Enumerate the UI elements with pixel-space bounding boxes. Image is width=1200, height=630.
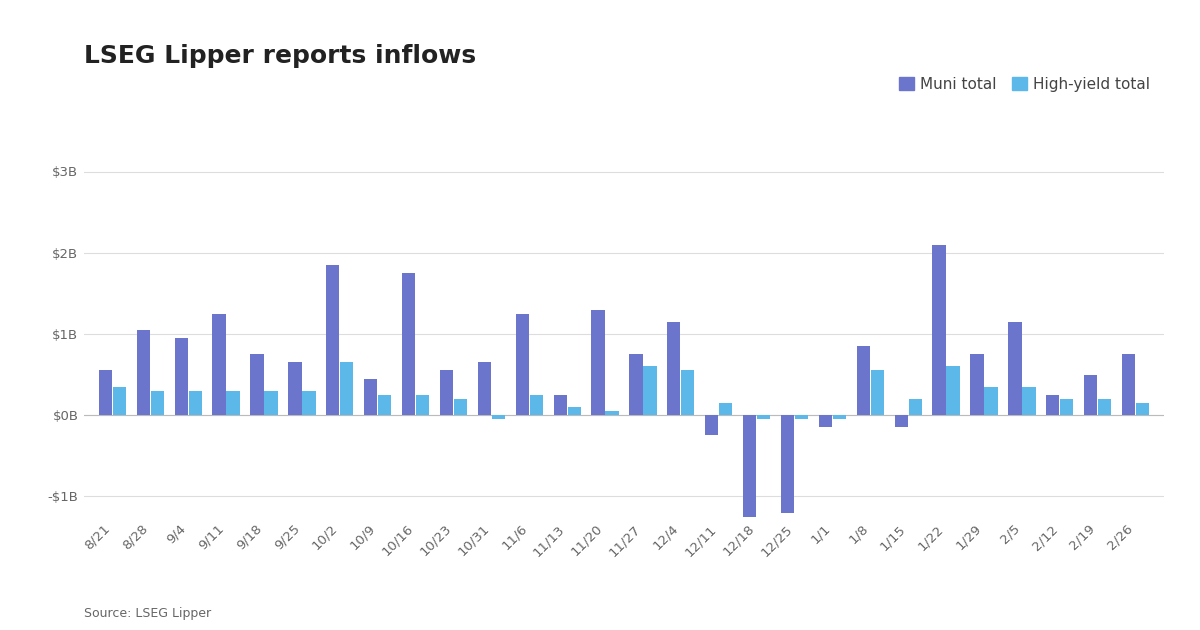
Bar <box>757 415 770 419</box>
Bar <box>1022 387 1036 415</box>
Bar <box>1084 374 1097 415</box>
Bar <box>288 362 301 415</box>
Bar <box>706 415 719 435</box>
Text: Source: LSEG Lipper: Source: LSEG Lipper <box>84 607 211 621</box>
Bar <box>818 415 832 427</box>
Bar <box>402 273 415 415</box>
Bar <box>682 370 695 415</box>
Bar <box>794 415 808 419</box>
Bar <box>326 265 340 415</box>
Bar <box>264 391 277 415</box>
Bar <box>667 322 680 415</box>
Bar <box>378 395 391 415</box>
Bar <box>719 403 732 415</box>
Bar <box>1098 399 1111 415</box>
Bar <box>629 354 642 415</box>
Bar <box>1136 403 1150 415</box>
Bar <box>1122 354 1135 415</box>
Bar <box>212 314 226 415</box>
Bar <box>871 370 884 415</box>
Bar <box>364 379 377 415</box>
Bar <box>984 387 997 415</box>
Bar <box>454 399 467 415</box>
Bar <box>137 330 150 415</box>
Bar <box>947 367 960 415</box>
Bar <box>833 415 846 419</box>
Bar <box>302 391 316 415</box>
Bar <box>1008 322 1021 415</box>
Bar <box>971 354 984 415</box>
Bar <box>151 391 164 415</box>
Bar <box>478 362 491 415</box>
Bar <box>568 407 581 415</box>
Bar <box>1046 395 1060 415</box>
Bar <box>606 411 619 415</box>
Bar <box>251 354 264 415</box>
Bar <box>643 367 656 415</box>
Bar <box>492 415 505 419</box>
Bar <box>781 415 794 513</box>
Bar <box>592 309 605 415</box>
Bar <box>188 391 202 415</box>
Bar <box>908 399 922 415</box>
Bar <box>174 338 188 415</box>
Bar <box>113 387 126 415</box>
Bar <box>932 244 946 415</box>
Bar <box>440 370 454 415</box>
Legend: Muni total, High-yield total: Muni total, High-yield total <box>893 71 1157 98</box>
Bar <box>529 395 542 415</box>
Bar <box>516 314 529 415</box>
Bar <box>1060 399 1074 415</box>
Bar <box>340 362 354 415</box>
Bar <box>227 391 240 415</box>
Bar <box>98 370 112 415</box>
Bar <box>553 395 566 415</box>
Bar <box>857 346 870 415</box>
Bar <box>416 395 430 415</box>
Bar <box>743 415 756 520</box>
Text: LSEG Lipper reports inflows: LSEG Lipper reports inflows <box>84 44 476 68</box>
Bar <box>894 415 908 427</box>
